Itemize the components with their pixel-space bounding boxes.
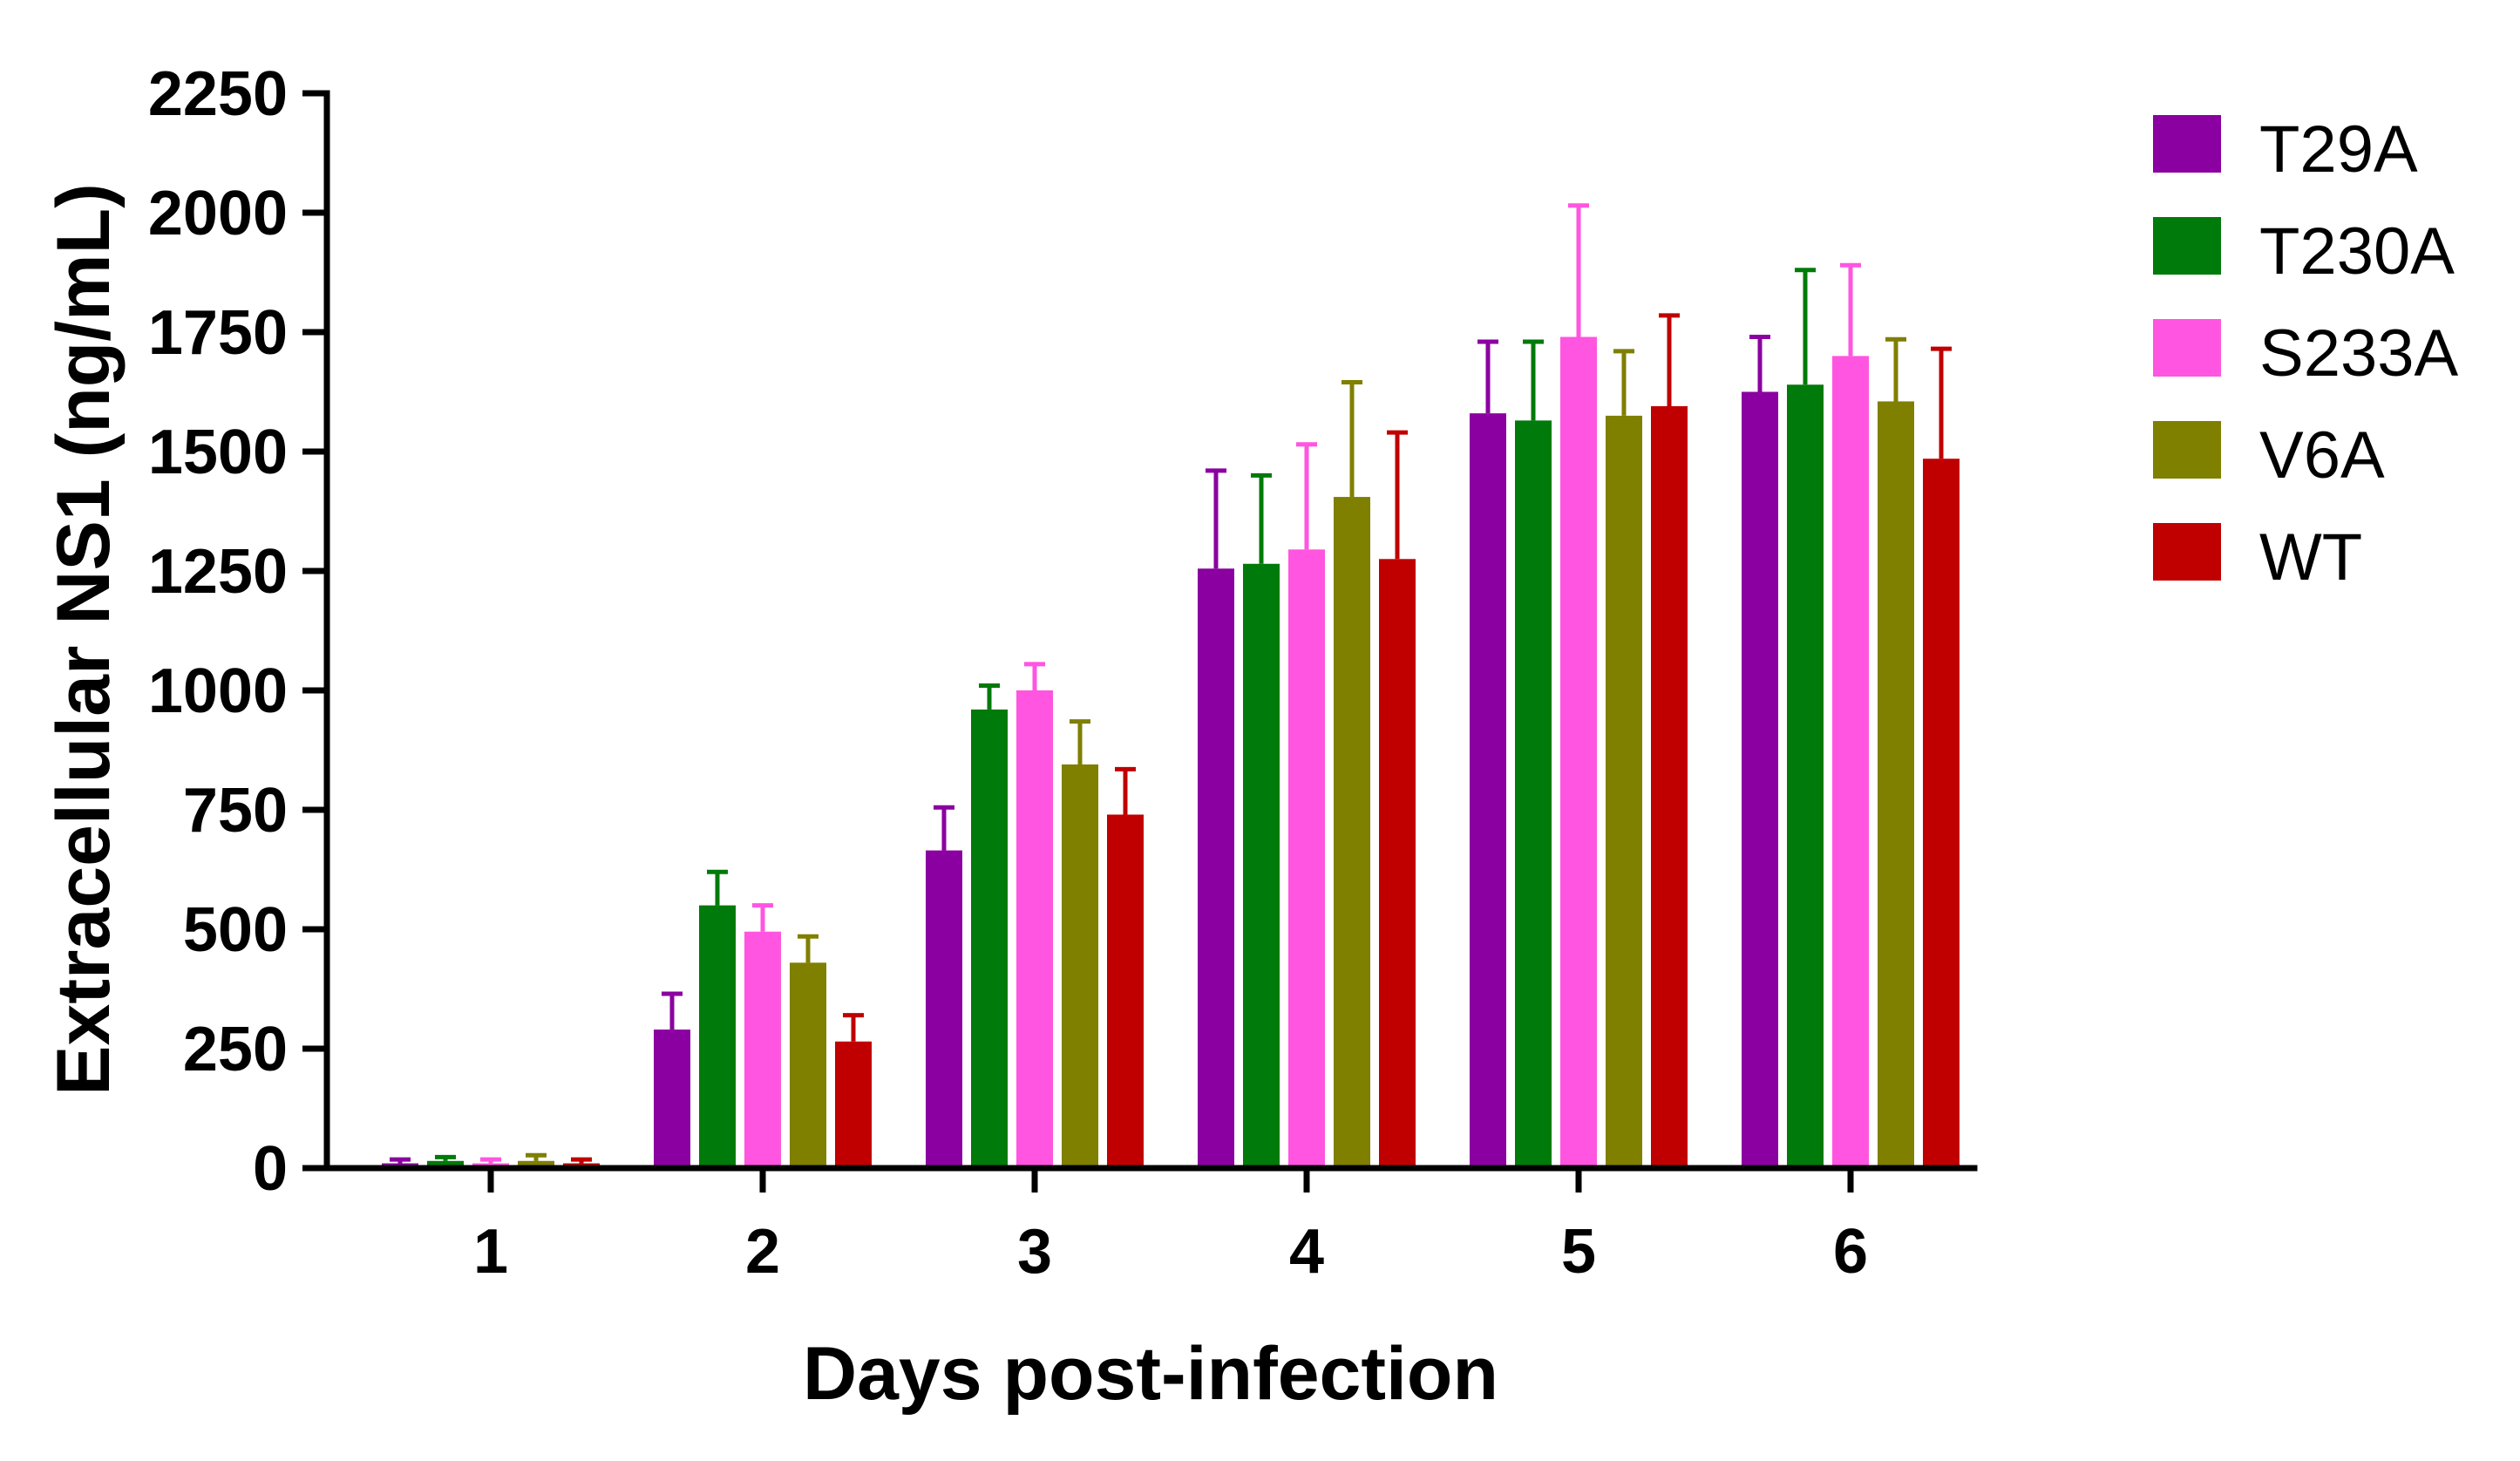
x-tick-label: 3 — [1017, 1217, 1052, 1287]
x-tick-label: 4 — [1289, 1217, 1324, 1287]
legend-label-wt: WT — [2259, 520, 2362, 595]
bar-wt-day-4 — [1379, 559, 1416, 1168]
y-tick-label: 2250 — [148, 59, 288, 129]
legend-swatch-s233a — [2153, 319, 2221, 377]
x-axis-ticks: 1 2 3 4 5 6 — [473, 1168, 1868, 1287]
bar-v6a-day-6 — [1878, 401, 1914, 1169]
bar-v6a-day-5 — [1606, 415, 1642, 1168]
y-tick-label: 750 — [183, 776, 288, 846]
legend-label-v6a: V6A — [2259, 418, 2385, 493]
legend-swatch-t29a — [2153, 115, 2221, 173]
y-tick-label: 1250 — [148, 537, 288, 607]
x-tick-label: 6 — [1833, 1217, 1868, 1287]
bar-t29a-day-2 — [654, 1029, 690, 1168]
y-tick-label: 250 — [183, 1015, 288, 1084]
legend: T29A T230A S233A V6A WT — [2153, 112, 2458, 595]
legend-label-s233a: S233A — [2259, 316, 2458, 391]
bar-s233a-day-5 — [1560, 336, 1597, 1169]
bar-t29a-day-5 — [1470, 413, 1506, 1168]
y-axis-ticks: 0 250 500 750 1000 1250 1500 1750 2000 2250 — [148, 59, 327, 1204]
bar-t29a-day-4 — [1198, 568, 1234, 1168]
x-tick-label: 1 — [473, 1217, 508, 1287]
bar-t230a-day-3 — [971, 709, 1008, 1168]
legend-label-t230a: T230A — [2259, 214, 2455, 289]
bar-v6a-day-3 — [1062, 764, 1098, 1168]
bar-s233a-day-6 — [1832, 356, 1869, 1168]
legend-swatch-v6a — [2153, 421, 2221, 479]
y-tick-label: 1000 — [148, 656, 288, 726]
bar-t29a-day-3 — [926, 850, 962, 1168]
bar-s233a-day-4 — [1288, 549, 1325, 1168]
bar-s233a-day-2 — [744, 931, 781, 1168]
y-tick-label: 500 — [183, 895, 288, 965]
y-tick-label: 1500 — [148, 418, 288, 487]
bar-v6a-day-2 — [790, 962, 826, 1168]
bar-wt-day-2 — [835, 1041, 872, 1168]
legend-swatch-wt — [2153, 523, 2221, 581]
bars-layer — [382, 336, 1960, 1169]
legend-swatch-t230a — [2153, 217, 2221, 275]
bar-wt-day-5 — [1651, 405, 1688, 1168]
bar-t230a-day-4 — [1243, 563, 1280, 1168]
y-tick-label: 0 — [253, 1134, 288, 1204]
bar-t230a-day-2 — [699, 905, 736, 1168]
x-axis-title: Days post-infection — [803, 1332, 1498, 1416]
legend-label-t29a: T29A — [2259, 112, 2418, 187]
bar-t230a-day-5 — [1515, 420, 1552, 1168]
y-tick-label: 2000 — [148, 179, 288, 248]
bar-wt-day-6 — [1923, 459, 1960, 1168]
error-bars-layer — [390, 203, 1952, 1164]
y-tick-label: 1750 — [148, 298, 288, 368]
x-tick-label: 5 — [1561, 1217, 1596, 1287]
bar-t29a-day-6 — [1742, 391, 1778, 1168]
bar-v6a-day-4 — [1334, 497, 1370, 1168]
bar-s233a-day-3 — [1016, 690, 1053, 1168]
x-tick-label: 2 — [745, 1217, 780, 1287]
bar-wt-day-3 — [1107, 814, 1144, 1168]
bar-v6a-day-1 — [518, 1160, 554, 1168]
y-axis-title: Extracellular NS1 (ng/mL) — [42, 183, 126, 1096]
bar-t230a-day-1 — [427, 1160, 464, 1168]
bar-t230a-day-6 — [1787, 384, 1824, 1168]
